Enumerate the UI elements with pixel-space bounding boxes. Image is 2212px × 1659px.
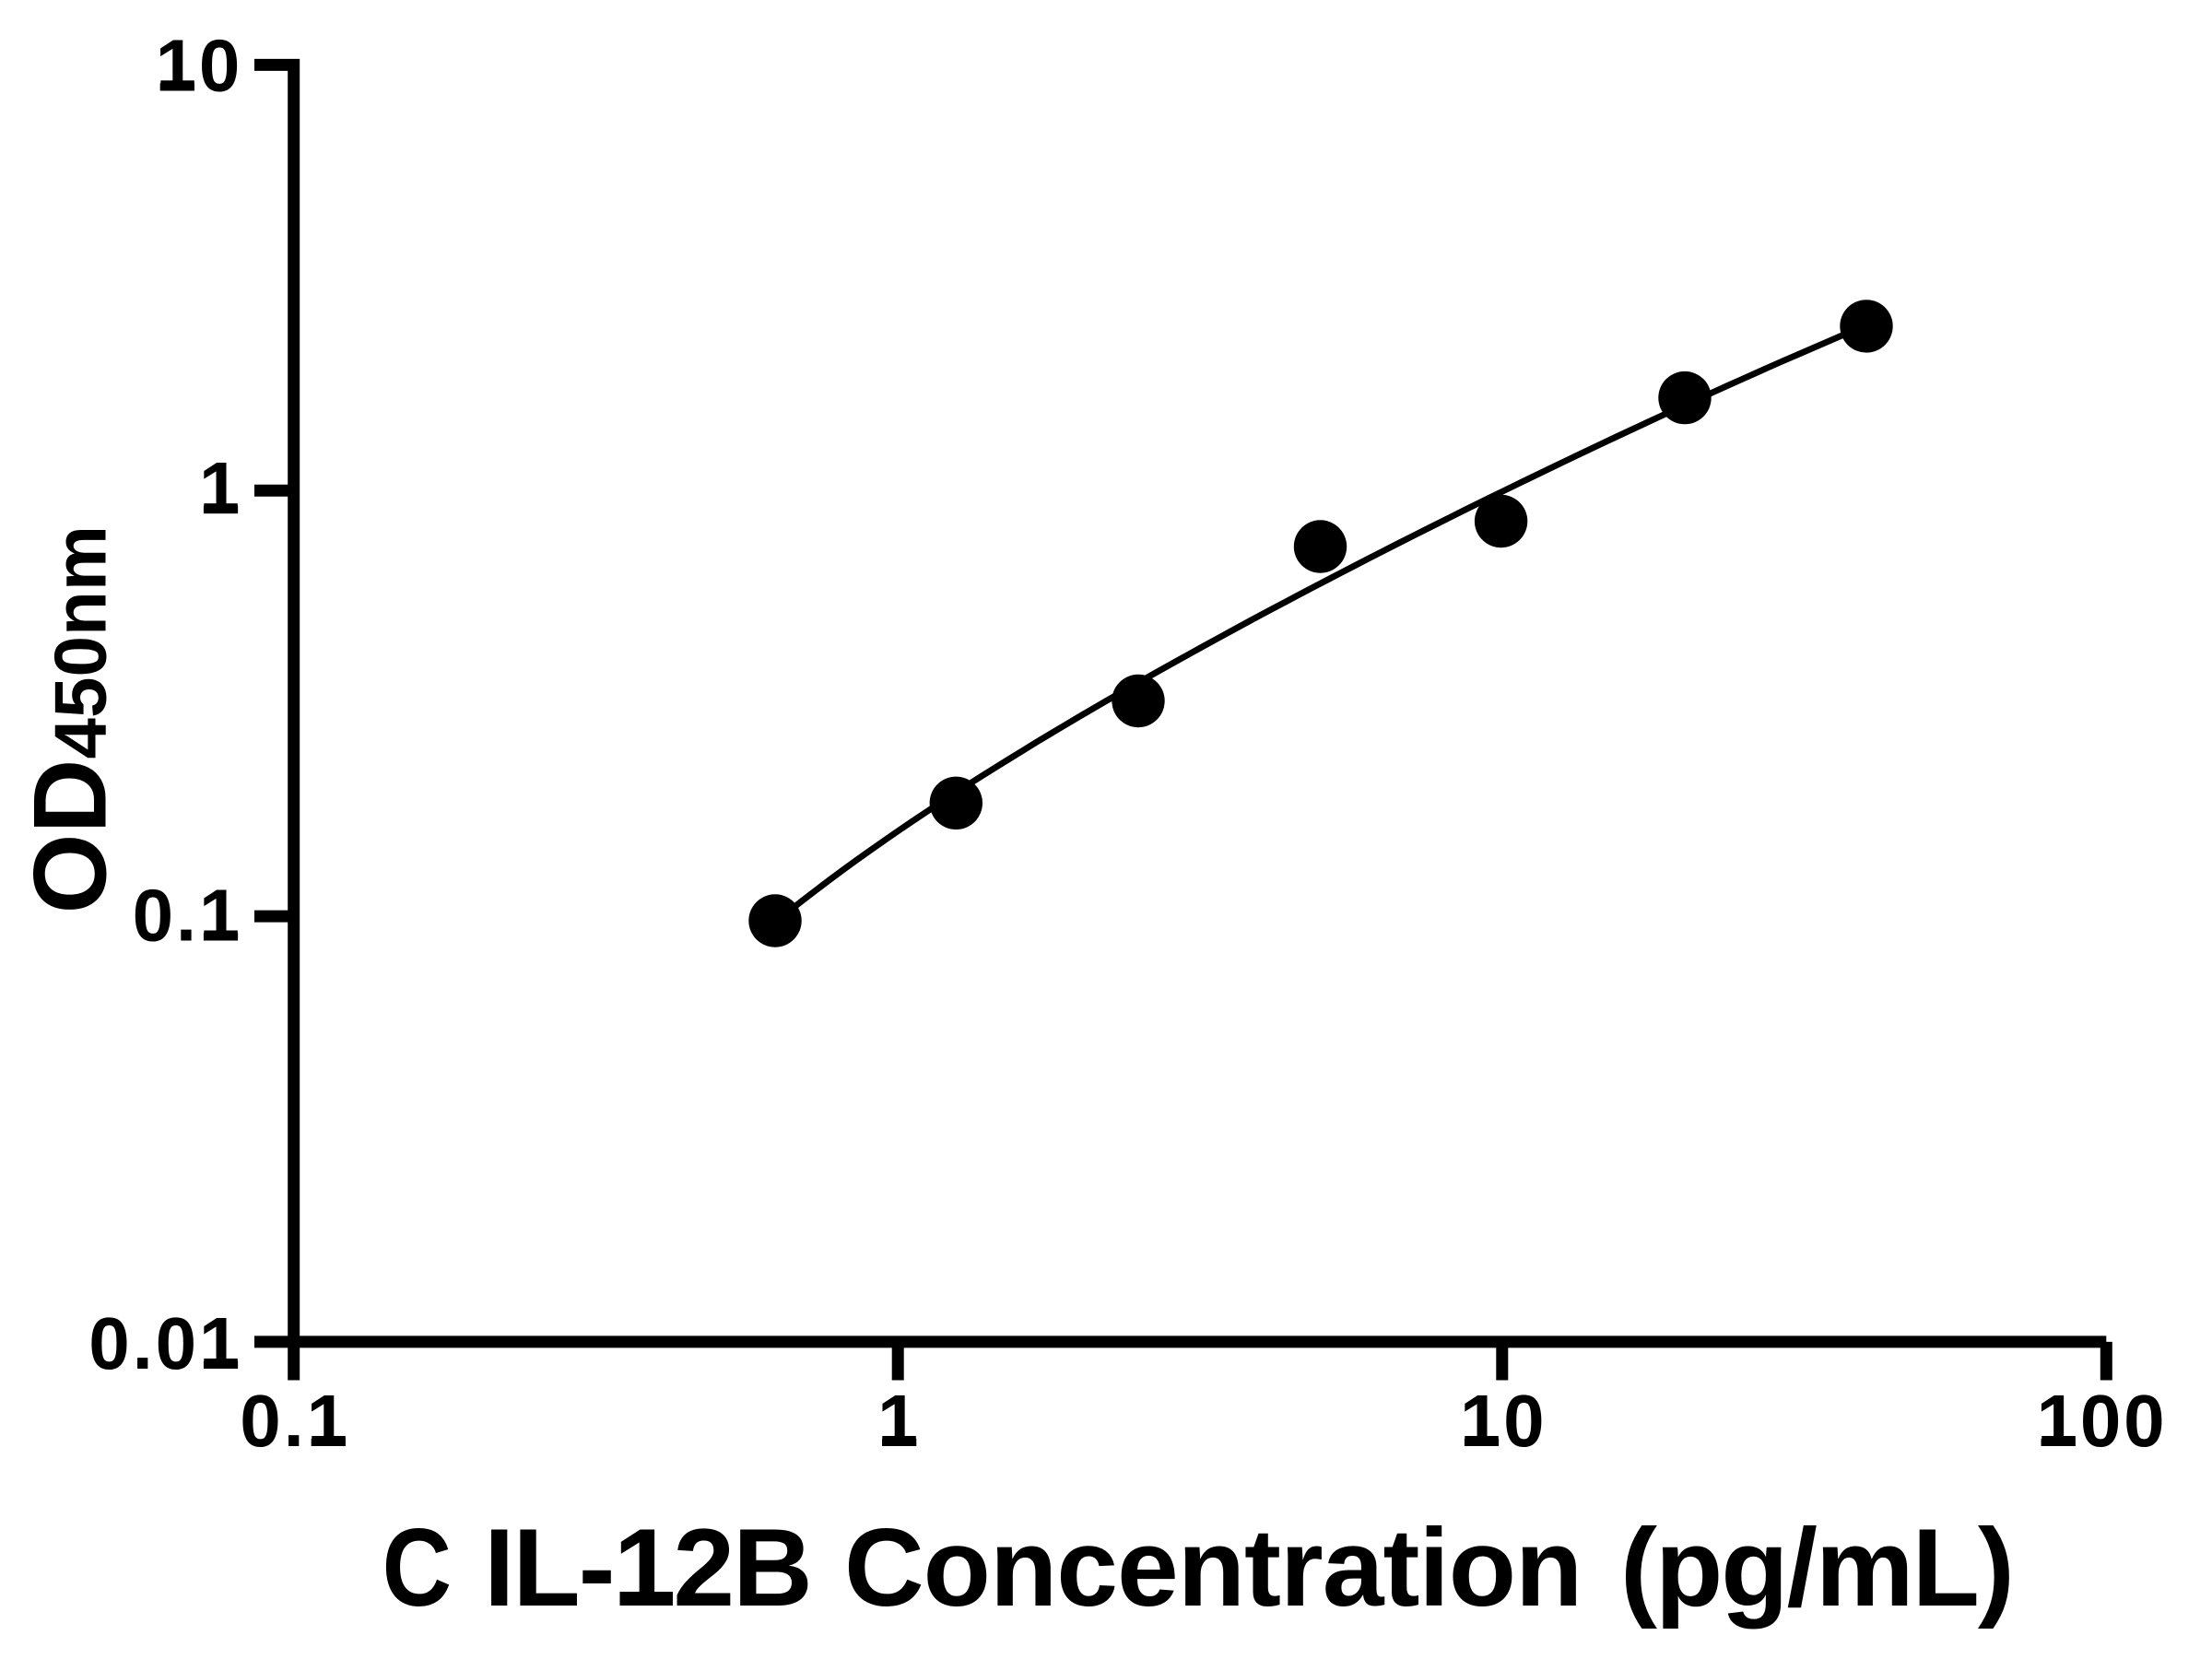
svg-text:10: 10 [156,24,243,106]
svg-text:0.1: 0.1 [240,1380,350,1462]
svg-text:1: 1 [199,447,242,529]
svg-text:0.1: 0.1 [133,875,243,957]
svg-text:OD450nm: OD450nm [12,525,127,913]
svg-text:Concentration: Concentration [844,1506,1582,1630]
svg-text:C: C [382,1506,452,1630]
svg-text:10: 10 [1460,1380,1547,1462]
svg-text:1: 1 [877,1380,921,1462]
svg-text:(pg/mL): (pg/mL) [1620,1506,2013,1630]
svg-text:100: 100 [2037,1380,2168,1462]
svg-text:IL-12B: IL-12B [484,1506,811,1630]
svg-text:0.01: 0.01 [88,1302,242,1384]
